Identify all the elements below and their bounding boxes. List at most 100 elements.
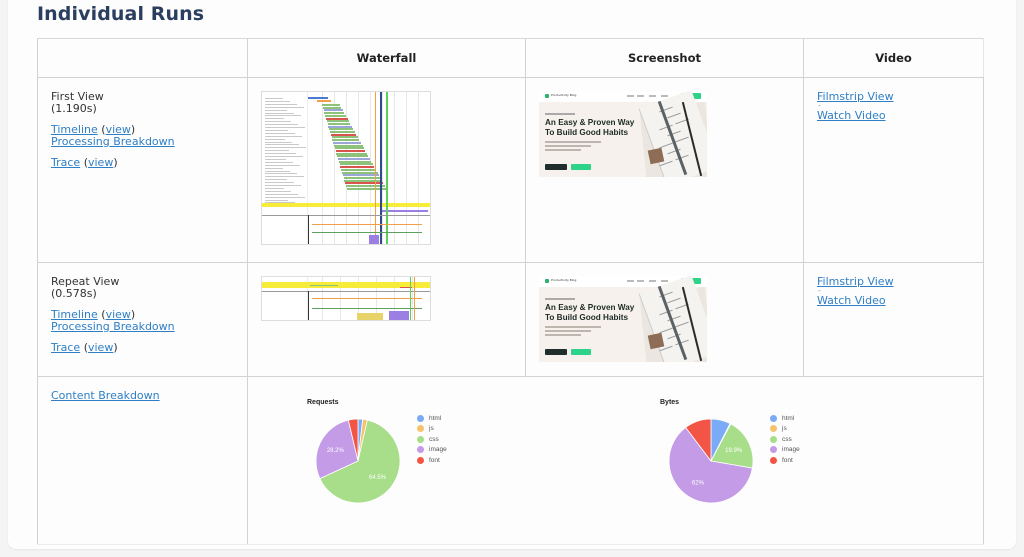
chart-title: Bytes (660, 399, 680, 406)
legend-item-font: font (770, 455, 800, 466)
pie-data-label: 28.2% (327, 448, 345, 454)
timeline-link[interactable]: Timeline (51, 308, 98, 321)
header-video: Video (803, 38, 984, 78)
legend-item-css: css (770, 434, 800, 445)
header-screenshot: Screenshot (525, 38, 804, 78)
paren: ) (130, 123, 136, 136)
screenshot-headline: An Easy & Proven Way To Build Good Habits (545, 118, 635, 137)
pie-slice-image (315, 419, 359, 480)
view-label: First View (51, 90, 104, 103)
first-view-screenshot-cell: Productivity Blog An Easy & Proven Way To … (525, 77, 804, 263)
legend-label: js (782, 425, 787, 433)
load-time: (1.190s) (51, 101, 97, 115)
requests-legend: html js css image font (417, 413, 447, 466)
legend-label: font (782, 456, 793, 464)
bytes-pie: 19.9% 62% (668, 418, 754, 504)
repeat-view-label-cell: Repeat View (0.578s) Timeline (view) Pro… (37, 262, 248, 377)
legend-dot-icon (417, 446, 424, 454)
legend-dot-icon (770, 435, 777, 443)
legend-dot-icon (417, 425, 424, 433)
timeline-link[interactable]: Timeline (51, 123, 98, 136)
legend-dot-icon (770, 446, 777, 454)
load-time: (0.578s) (51, 286, 97, 300)
logo-icon (545, 279, 549, 283)
legend-item-js: js (770, 424, 800, 435)
section-title: Individual Runs (37, 3, 205, 25)
legend-item-image: image (417, 445, 447, 456)
bytes-pie-chart: Bytes 19.9% 62% html js css image font (660, 399, 840, 529)
header-waterfall: Waterfall (247, 38, 526, 78)
legend-item-css: css (417, 434, 447, 445)
repeat-view-waterfall-thumbnail[interactable] (261, 276, 431, 321)
repeat-view-waterfall-cell (247, 262, 526, 377)
paren: ( (101, 123, 106, 136)
paren: ) (130, 308, 136, 321)
filmstrip-view-link[interactable]: Filmstrip View (817, 90, 894, 103)
first-view-screenshot-thumbnail[interactable]: Productivity Blog An Easy & Proven Way To … (539, 91, 707, 177)
legend-label: image (429, 446, 447, 454)
screenshot-headline: An Easy & Proven Way To Build Good Habits (545, 303, 635, 322)
requests-pie: 64.5% 28.2% (315, 418, 401, 504)
logo-icon (545, 94, 549, 98)
legend-item-html: html (770, 413, 800, 424)
legend-label: js (429, 425, 434, 433)
pie-data-label: 62% (692, 481, 705, 487)
legend-label: image (782, 446, 800, 454)
header-empty (37, 38, 248, 78)
table-row-repeat-view: Repeat View (0.578s) Timeline (view) Pro… (37, 262, 984, 377)
pie-slice-image (668, 426, 753, 504)
pie-slice-css (710, 423, 754, 469)
legend-label: html (429, 414, 442, 422)
legend-item-image: image (770, 445, 800, 456)
pie-slice-font (685, 418, 712, 463)
paren: ) (113, 341, 118, 354)
chart-title: Requests (307, 399, 339, 406)
trace-link[interactable]: Trace (51, 341, 81, 354)
legend-item-html: html (417, 413, 447, 424)
trace-link[interactable]: Trace (51, 156, 81, 169)
separator: - (818, 286, 821, 295)
processing-breakdown-link[interactable]: Processing Breakdown (51, 319, 175, 333)
paren: ( (101, 308, 106, 321)
timeline-view-link[interactable]: view (105, 123, 131, 136)
pie-slice-css (319, 419, 401, 504)
view-label: Repeat View (51, 275, 120, 288)
pie-slice-font (347, 418, 359, 462)
repeat-view-screenshot-thumbnail[interactable]: Productivity Blog An Easy & Proven Way To … (539, 276, 707, 362)
repeat-view-video-cell: Filmstrip View - Watch Video (803, 262, 984, 377)
trace-view-link[interactable]: view (87, 156, 114, 169)
timeline-view-link[interactable]: view (105, 308, 131, 321)
legend-dot-icon (417, 414, 424, 422)
legend-dot-icon (417, 456, 424, 464)
legend-dot-icon (417, 435, 424, 443)
watch-video-link[interactable]: Watch Video (817, 294, 886, 307)
content-breakdown-label-cell: Content Breakdown (37, 376, 248, 545)
legend-item-font: font (417, 455, 447, 466)
repeat-view-screenshot-cell: Productivity Blog An Easy & Proven Way To … (525, 262, 804, 377)
filmstrip-view-link[interactable]: Filmstrip View (817, 275, 894, 288)
legend-label: font (429, 456, 440, 464)
trace-view-link[interactable]: view (87, 341, 114, 354)
legend-label: css (782, 435, 792, 443)
legend-label: css (429, 435, 439, 443)
paren: ) (113, 156, 118, 169)
requests-pie-chart: Requests 64.5% 28.2% html js css image font (307, 399, 487, 529)
legend-label: html (782, 414, 795, 422)
table-header-row: Waterfall Screenshot Video (37, 38, 984, 78)
first-view-video-cell: Filmstrip View - Watch Video (803, 77, 984, 263)
legend-dot-icon (770, 456, 777, 464)
legend-dot-icon (770, 425, 777, 433)
separator: - (818, 101, 821, 110)
legend-dot-icon (770, 414, 777, 422)
legend-item-js: js (417, 424, 447, 435)
individual-runs-table: Waterfall Screenshot Video First View (1… (37, 38, 984, 545)
content-breakdown-link[interactable]: Content Breakdown (51, 389, 160, 402)
table-row-first-view: First View (1.190s) Timeline (view) Proc… (37, 77, 984, 263)
first-view-label-cell: First View (1.190s) Timeline (view) Proc… (37, 77, 248, 263)
processing-breakdown-link[interactable]: Processing Breakdown (51, 134, 175, 148)
bytes-legend: html js css image font (770, 413, 800, 466)
table-row-content-breakdown: Content Breakdown Requests 64.5% 28.2% ht… (37, 376, 984, 545)
watch-video-link[interactable]: Watch Video (817, 109, 886, 122)
paren: ( (83, 156, 88, 169)
first-view-waterfall-thumbnail[interactable] (261, 91, 431, 245)
